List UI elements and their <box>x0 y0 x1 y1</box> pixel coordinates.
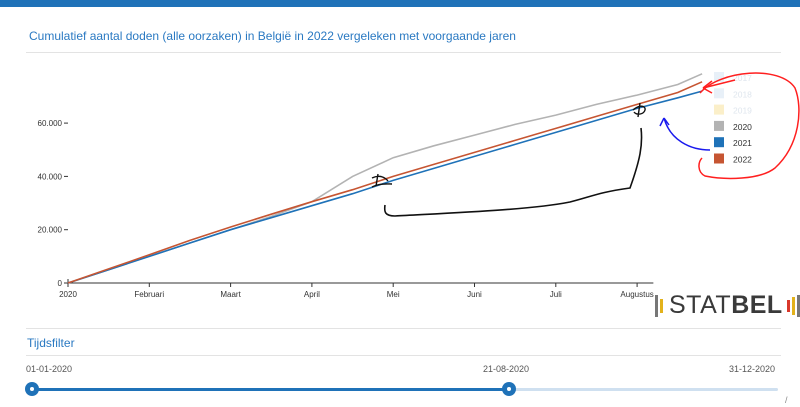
legend-swatch-2022 <box>714 153 724 164</box>
legend-label-2019: 2019 <box>733 106 752 116</box>
annotation-black-gap-right <box>632 102 646 118</box>
annotation-red-arrow <box>702 79 736 94</box>
title-divider <box>26 52 781 53</box>
legend-swatch-2019 <box>714 104 724 115</box>
y-tick-label: 40.000 <box>38 172 63 181</box>
top-accent-bar <box>0 0 800 7</box>
logo-part2: BEL <box>731 291 783 319</box>
x-tick-label: Juli <box>550 290 562 299</box>
legend-swatch-2021 <box>714 137 724 148</box>
annotation-black-gap-left <box>371 173 393 188</box>
time-slider-current-handle[interactable] <box>502 382 517 396</box>
time-filter-title: Tijdsfilter <box>27 336 75 350</box>
filter-end-date: 31-12-2020 <box>729 364 776 374</box>
series-line-2022 <box>67 81 703 284</box>
filter-current-date: 21-08-2020 <box>483 364 530 374</box>
legend-label-2022: 2022 <box>733 155 752 165</box>
legend-swatch-2020 <box>714 120 724 131</box>
statbel-logo: STATBEL <box>655 291 800 320</box>
x-tick-label: 2020 <box>59 290 77 299</box>
filter-start-date: 01-01-2020 <box>26 364 73 374</box>
time-slider-fill <box>32 388 510 391</box>
x-tick-label: Maart <box>220 290 241 299</box>
annotation-black-bracket <box>383 127 643 217</box>
x-tick-label: Februari <box>134 290 164 299</box>
annotation-red-circle <box>698 72 800 180</box>
y-tick-label: 20.000 <box>38 226 63 235</box>
legend-label-2017: 2017 <box>733 73 752 83</box>
line-chart: 2020 Februari Maart April Mei Juni Juli Augustu… <box>38 72 800 299</box>
corner-mark: / <box>785 395 788 405</box>
annotation-blue-arrow <box>659 117 711 151</box>
logo-part1: STAT <box>669 291 732 319</box>
x-tick-label: Juni <box>467 290 482 299</box>
chart-divider <box>26 328 781 329</box>
filter-divider <box>26 355 781 356</box>
legend-label-2020: 2020 <box>733 122 752 132</box>
legend-swatch-2017 <box>714 72 724 82</box>
x-tick-label: Mei <box>387 290 400 299</box>
time-slider-start-handle[interactable] <box>25 382 39 396</box>
legend-label-2018: 2018 <box>733 89 752 99</box>
y-tick-label: 0 <box>58 279 63 288</box>
y-tick-label: 60.000 <box>38 119 63 128</box>
hand-drawn-annotations <box>371 72 800 217</box>
x-tick-label: April <box>304 290 320 299</box>
series-line-2021 <box>67 90 703 284</box>
legend-label-2021: 2021 <box>733 138 752 148</box>
legend-swatch-2018 <box>714 88 724 99</box>
x-tick-label: Augustus <box>620 290 653 299</box>
chart-title: Cumulatief aantal doden (alle oorzaken) … <box>29 29 516 43</box>
